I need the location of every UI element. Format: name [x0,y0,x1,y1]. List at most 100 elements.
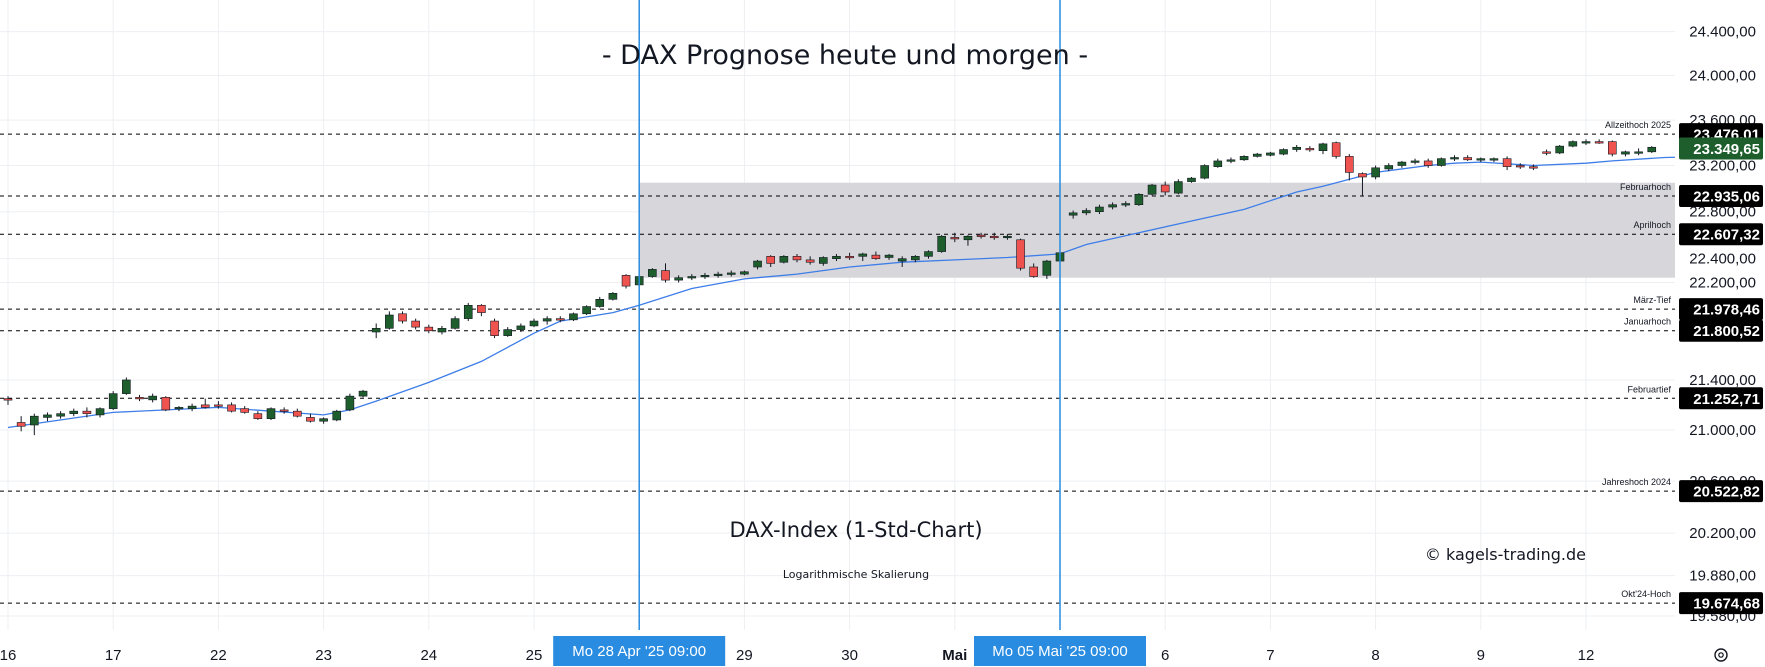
candle [937,235,946,253]
chart-subtitle: DAX-Index (1-Std-Chart) [729,518,982,542]
candle-body [740,271,749,275]
candle-body [1621,151,1630,155]
candle-body [398,313,407,322]
candle-body [805,259,815,263]
candle [884,253,894,260]
time-axis[interactable]: 16 17 22 23 24 25 29 30 Mai 6 7 8 9 12 [0,630,1765,667]
candle-body [1108,204,1117,208]
candle [1437,157,1446,167]
candle-body [1266,152,1275,156]
level-lines: Allzeithoch 2025 Februarhoch Aprilhoch März… [0,120,1675,604]
candle [1397,160,1407,168]
price-tick-label: 22.400,00 [1689,251,1756,268]
candle-body [1358,173,1367,178]
candle [306,413,315,423]
candle-body [1515,165,1525,168]
candle [161,396,171,412]
candle-body [1647,146,1657,153]
candle [82,407,92,418]
candle-body [345,395,355,411]
time-tick-label: 30 [841,647,858,664]
candle-body [1068,212,1078,216]
candle-body [1239,156,1249,161]
price-tick-label: 23.200,00 [1689,158,1756,175]
candle-body [569,313,578,321]
level-label: Februartief [1627,384,1671,394]
level-label: Februarhoch [1620,182,1671,192]
candle-body [1384,165,1394,170]
candle [1226,157,1236,164]
candle [358,389,368,398]
candle-body [950,237,960,240]
candle [319,417,328,424]
candle-body [135,397,144,400]
candle [1252,152,1262,158]
candle [214,401,223,409]
candle [1292,144,1301,152]
candle [266,407,276,420]
candle-body [437,328,447,333]
candle-body [779,256,789,263]
candle-body [1226,159,1236,162]
candle-body [1016,239,1025,269]
level-label: Aprilhoch [1633,220,1671,230]
candle-body [1437,158,1446,166]
candle [1358,172,1367,197]
candle-body [292,410,302,417]
candle-body [1502,158,1512,167]
candle [924,250,933,259]
candle-body [1476,158,1486,161]
price-tick-label: 20.200,00 [1689,525,1756,542]
moving-average [7,155,1718,429]
candle-body [674,277,683,281]
time-tick-label: 23 [315,647,332,664]
candle-body [595,298,605,307]
candle [516,323,526,332]
candle-body [687,276,697,279]
candle-body [648,269,657,277]
candle [832,253,841,262]
candle [1542,149,1551,156]
candle [753,259,762,270]
candle-body [845,256,854,259]
candle-body [1581,141,1591,144]
candle-body [1331,142,1341,157]
level-label: März-Tief [1633,295,1671,305]
candle [135,394,144,402]
candle [1134,193,1144,206]
candle-body [1463,157,1472,161]
candle-body [148,395,157,401]
candle [542,316,552,325]
candle [963,235,973,246]
marker-time-bg [974,636,1146,666]
candle [792,253,802,263]
time-tick-label: Mai [942,647,967,664]
candle [3,396,13,405]
level-value-label: 21.252,71 [1679,387,1763,410]
candle-body [1410,160,1420,163]
gear-icon[interactable] [1714,648,1728,662]
candle-body [477,305,486,313]
candle [529,318,539,328]
candle-body [1095,206,1104,212]
candle [1529,164,1538,171]
candle [1108,202,1117,210]
candle-body [753,260,762,268]
candle [1029,263,1038,278]
candle-body [214,404,223,407]
candle [976,232,986,239]
candle-body [897,258,907,262]
candle [240,406,249,414]
candle-body [1555,145,1564,154]
candle [1371,165,1380,180]
level-label: Jahreshoch 2024 [1602,477,1671,487]
candle [69,408,79,417]
candle-body [253,413,263,419]
candle-body [700,275,710,278]
time-tick-label: 8 [1371,647,1379,664]
candle [227,402,236,413]
candle [818,256,828,266]
candle [1279,148,1288,156]
